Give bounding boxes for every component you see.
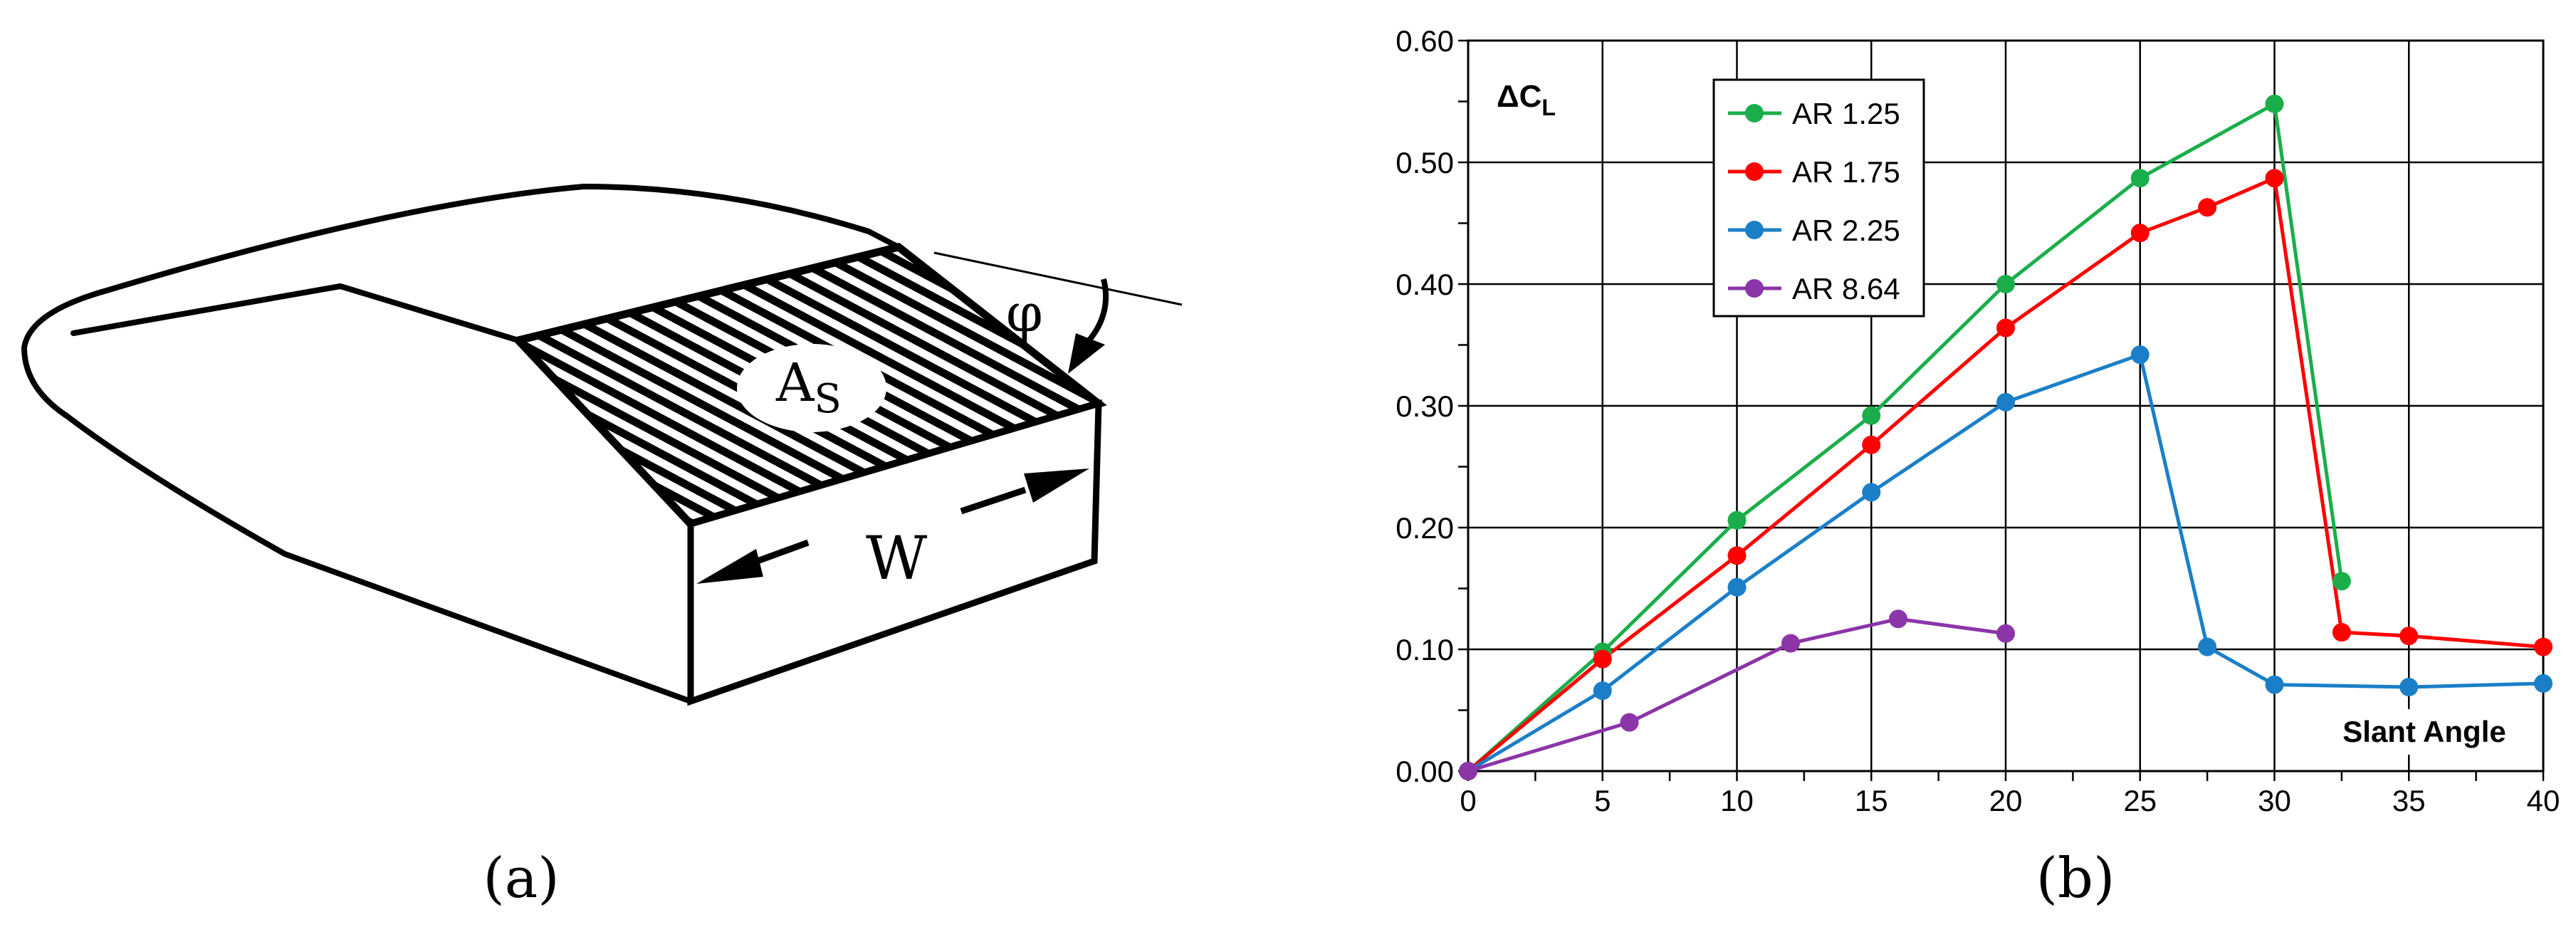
legend-marker-ar-1-75 [1745, 162, 1764, 181]
y-tick-label: 0.00 [1396, 755, 1454, 788]
series-line-ar-1-25 [1467, 102, 2344, 773]
series-lines [1467, 102, 2544, 773]
data-point-ar-8-64 [1781, 634, 1800, 653]
data-point-ar-1-25 [1862, 406, 1881, 425]
y-tick-label: 0.20 [1396, 511, 1454, 545]
data-point-ar-1-75 [2534, 637, 2553, 656]
area-label-background [737, 344, 886, 432]
body-schematic: AS W φ [21, 184, 1183, 706]
width-label: W [866, 523, 928, 593]
x-tick-label: 40 [2527, 784, 2560, 817]
y-tick-labels: 0.00 0.10 0.20 0.30 0.40 0.50 0.60 [1396, 24, 1454, 788]
x-tick-label: 30 [2258, 784, 2291, 817]
x-axis-label-background [2318, 709, 2532, 755]
data-point-ar-2-25 [1727, 577, 1747, 597]
data-point-ar-2-25 [2130, 345, 2150, 365]
x-tick-label: 5 [1594, 784, 1611, 817]
x-tick-label: 10 [1720, 784, 1754, 817]
legend-label-ar-1-25: AR 1.25 [1792, 97, 1900, 130]
legend-label-ar-8-64: AR 8.64 [1792, 272, 1900, 305]
lift-chart: 0 5 10 15 20 25 30 35 40 0.00 0.10 0.20 0.30 0.40 0.5… [1396, 24, 2560, 817]
legend-marker-ar-8-64 [1745, 279, 1764, 298]
data-point-ar-1-75 [2332, 623, 2351, 642]
x-tick-label: 20 [1989, 784, 2023, 817]
data-point-ar-1-75 [2130, 224, 2150, 243]
data-point-ar-1-75 [2198, 198, 2217, 217]
legend-label-ar-2-25: AR 2.25 [1792, 214, 1900, 247]
y-tick-label: 0.10 [1396, 633, 1454, 666]
x-tick-label: 0 [1460, 784, 1476, 817]
series-line-ar-2-25 [1467, 352, 2544, 773]
data-point-ar-2-25 [2399, 678, 2419, 697]
data-point-ar-1-75 [2265, 169, 2284, 188]
data-point-ar-8-64 [1889, 609, 1907, 629]
width-dimension [696, 468, 1089, 584]
data-point-ar-1-75 [1862, 435, 1881, 454]
data-point-ar-2-25 [1862, 483, 1881, 502]
data-point-ar-8-64 [1996, 624, 2015, 643]
x-axis-label: Slant Angle [2342, 715, 2506, 748]
series-points [1459, 94, 2553, 780]
slant-angle-indicator [933, 251, 1183, 374]
data-point-ar-1-75 [1727, 546, 1747, 565]
minor-ticks [1458, 39, 2545, 781]
data-point-ar-2-25 [2534, 674, 2553, 693]
body-roof-outline [21, 184, 901, 704]
rear-face [687, 399, 1102, 706]
body-outline [70, 283, 521, 343]
data-point-ar-1-75 [1593, 649, 1612, 669]
data-point-ar-1-25 [2130, 169, 2150, 188]
data-point-ar-1-75 [1996, 318, 2015, 337]
caption-a: (a) [483, 847, 559, 911]
data-point-ar-2-25 [1996, 392, 2015, 412]
data-point-ar-2-25 [2198, 637, 2217, 656]
legend-marker-ar-2-25 [1745, 221, 1764, 239]
y-axis-label: ΔCL [1497, 79, 1556, 120]
data-point-ar-8-64 [1459, 762, 1477, 780]
legend-marker-ar-1-25 [1745, 104, 1764, 122]
data-point-ar-1-25 [1727, 510, 1747, 530]
y-tick-label: 0.50 [1396, 146, 1454, 179]
data-point-ar-2-25 [2265, 675, 2284, 694]
y-tick-label: 0.60 [1396, 24, 1454, 58]
y-tick-label: 0.30 [1396, 389, 1454, 423]
x-tick-label: 15 [1855, 784, 1888, 817]
x-tick-label: 25 [2123, 784, 2157, 817]
legend: AR 1.25 AR 1.75 AR 2.25 AR 8.64 [1712, 78, 1925, 318]
data-point-ar-1-75 [2399, 627, 2419, 646]
x-tick-labels: 0 5 10 15 20 25 30 35 40 [1460, 784, 2560, 817]
y-tick-label: 0.40 [1396, 268, 1454, 301]
data-point-ar-1-25 [2332, 572, 2351, 591]
x-tick-label: 35 [2392, 784, 2426, 817]
data-point-ar-8-64 [1620, 713, 1639, 732]
legend-label-ar-1-75: AR 1.75 [1792, 155, 1900, 189]
angle-label: φ [1006, 283, 1043, 344]
caption-b: (b) [2036, 847, 2115, 911]
data-point-ar-1-25 [1996, 275, 2015, 293]
area-label: AS [775, 352, 842, 422]
data-point-ar-2-25 [1593, 681, 1612, 701]
data-point-ar-1-25 [2265, 94, 2284, 113]
